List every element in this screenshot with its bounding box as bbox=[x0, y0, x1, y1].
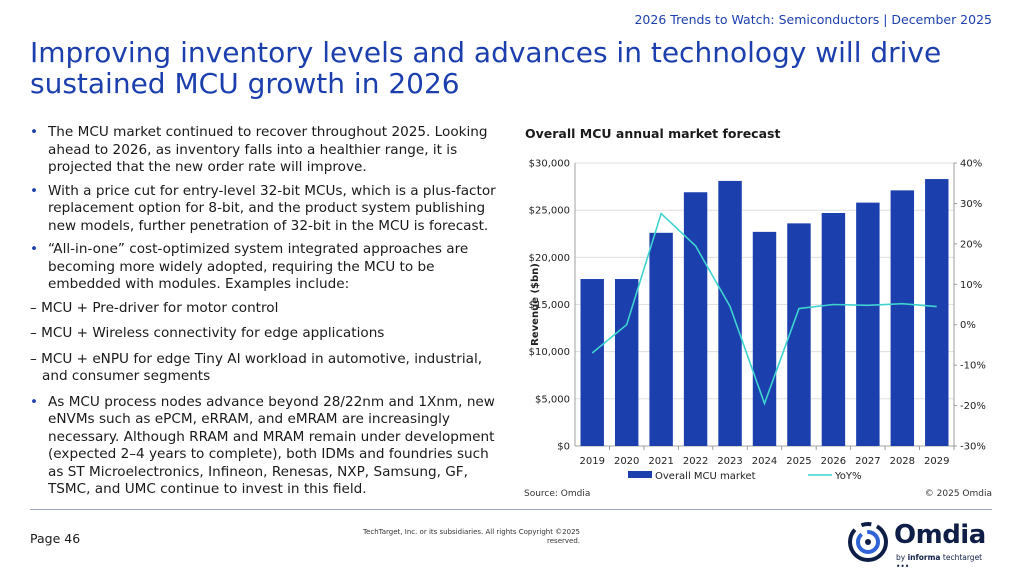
bullet-list: • The MCU market continued to recover th… bbox=[30, 124, 508, 505]
bullet-item: • The MCU market continued to recover th… bbox=[30, 124, 508, 177]
omdia-mark-icon bbox=[848, 522, 888, 562]
legend-label-line: YoY% bbox=[834, 471, 862, 482]
bar bbox=[925, 179, 949, 446]
bullet-dot: • bbox=[30, 393, 39, 410]
bullet-item: • With a price cut for entry-level 32-bi… bbox=[30, 183, 508, 236]
legend-swatch-bars bbox=[628, 471, 652, 478]
x-tick-label: 2028 bbox=[890, 456, 915, 467]
y-axis-title: Revenue ($bn) bbox=[530, 263, 541, 346]
y-tick-label: $15,000 bbox=[529, 300, 570, 311]
bullet-dot: • bbox=[30, 124, 39, 140]
chart-copyright: © 2025 Omdia bbox=[924, 489, 992, 499]
bar bbox=[614, 279, 639, 446]
sub-bullet-text: – MCU + Wireless connectivity for edge a… bbox=[30, 325, 385, 341]
bar bbox=[821, 212, 846, 446]
y-tick-label: $0 bbox=[557, 442, 570, 453]
omdia-logo: Omdia by informa techtarget ••• bbox=[846, 518, 996, 571]
bar bbox=[787, 223, 811, 446]
chart-title: Overall MCU annual market forecast bbox=[525, 126, 781, 141]
y-tick-label: $5,000 bbox=[535, 394, 570, 405]
sub-bullet-item: – MCU + Pre-driver for motor control bbox=[30, 300, 508, 318]
x-tick-label: 2025 bbox=[786, 456, 811, 467]
footer-divider bbox=[30, 509, 992, 510]
sub-bullet-item: – MCU + eNPU for edge Tiny AI workload i… bbox=[30, 351, 508, 386]
bar bbox=[649, 232, 673, 446]
bar bbox=[890, 190, 915, 446]
bullet-item: • As MCU process nodes advance beyond 28… bbox=[30, 394, 508, 499]
y2-tick-label: 40% bbox=[960, 159, 982, 170]
yoy-line bbox=[591, 212, 937, 406]
y2-tick-label: -20% bbox=[960, 401, 986, 412]
y2-tick-label: 30% bbox=[960, 199, 982, 210]
bar bbox=[856, 202, 880, 446]
bullet-dot: • bbox=[30, 182, 39, 199]
x-tick-label: 2027 bbox=[855, 456, 880, 467]
x-tick-label: 2029 bbox=[924, 456, 949, 467]
sub-bullet-text: – MCU + Pre-driver for motor control bbox=[30, 299, 279, 316]
legal-notice: TechTarget, Inc. or its subsidiaries. Al… bbox=[362, 528, 580, 545]
logo-wordmark: Omdia bbox=[894, 520, 986, 550]
sub-bullet-text: – MCU + eNPU for edge Tiny AI workload i… bbox=[30, 350, 483, 385]
page-title: Improving inventory levels and advances … bbox=[30, 36, 942, 100]
mcu-forecast-chart: $0 $5,000 $10,000 $15,000 $20,000 $25,000 $30,… bbox=[529, 159, 986, 483]
bullet-text: “All-in-one” cost-optimized system integ… bbox=[48, 241, 469, 292]
x-tick-label: 2021 bbox=[648, 456, 673, 467]
sub-bullet-item: – MCU + Wireless connectivity for edge a… bbox=[30, 325, 508, 343]
bullet-dot: • bbox=[30, 241, 39, 257]
bar bbox=[683, 192, 708, 446]
logo-tagline: by informa techtarget ••• bbox=[896, 553, 983, 571]
legend-label-bars: Overall MCU market bbox=[655, 471, 756, 482]
y2-tick-label: -10% bbox=[960, 361, 986, 372]
header-meta: 2026 Trends to Watch: Semiconductors | D… bbox=[634, 12, 992, 27]
x-tick-label: 2026 bbox=[821, 456, 846, 467]
y-tick-label: $25,000 bbox=[529, 206, 570, 217]
y2-tick-label: 10% bbox=[960, 280, 982, 291]
page-number: Page 46 bbox=[30, 531, 81, 546]
bullet-text: As MCU process nodes advance beyond 28/2… bbox=[48, 393, 495, 498]
bullet-text: With a price cut for entry-level 32-bit … bbox=[48, 182, 496, 234]
y-tick-label: $30,000 bbox=[529, 159, 570, 170]
bar bbox=[580, 279, 604, 446]
bullet-text: The MCU market continued to recover thro… bbox=[48, 124, 488, 175]
x-tick-label: 2024 bbox=[752, 456, 777, 467]
x-tick-label: 2023 bbox=[717, 456, 742, 467]
y2-tick-label: 20% bbox=[960, 239, 982, 250]
x-tick-label: 2020 bbox=[614, 456, 639, 467]
y2-tick-label: 0% bbox=[960, 320, 976, 331]
bar bbox=[752, 231, 777, 446]
x-tick-label: 2022 bbox=[683, 456, 708, 467]
bullet-item: • “All-in-one” cost-optimized system int… bbox=[30, 241, 508, 294]
y-tick-label: $20,000 bbox=[529, 253, 570, 264]
bar bbox=[718, 180, 742, 446]
y-tick-label: $10,000 bbox=[529, 347, 570, 358]
chart-source: Source: Omdia bbox=[524, 489, 591, 499]
y2-tick-label: -30% bbox=[960, 442, 986, 453]
x-tick-label: 2019 bbox=[580, 456, 605, 467]
